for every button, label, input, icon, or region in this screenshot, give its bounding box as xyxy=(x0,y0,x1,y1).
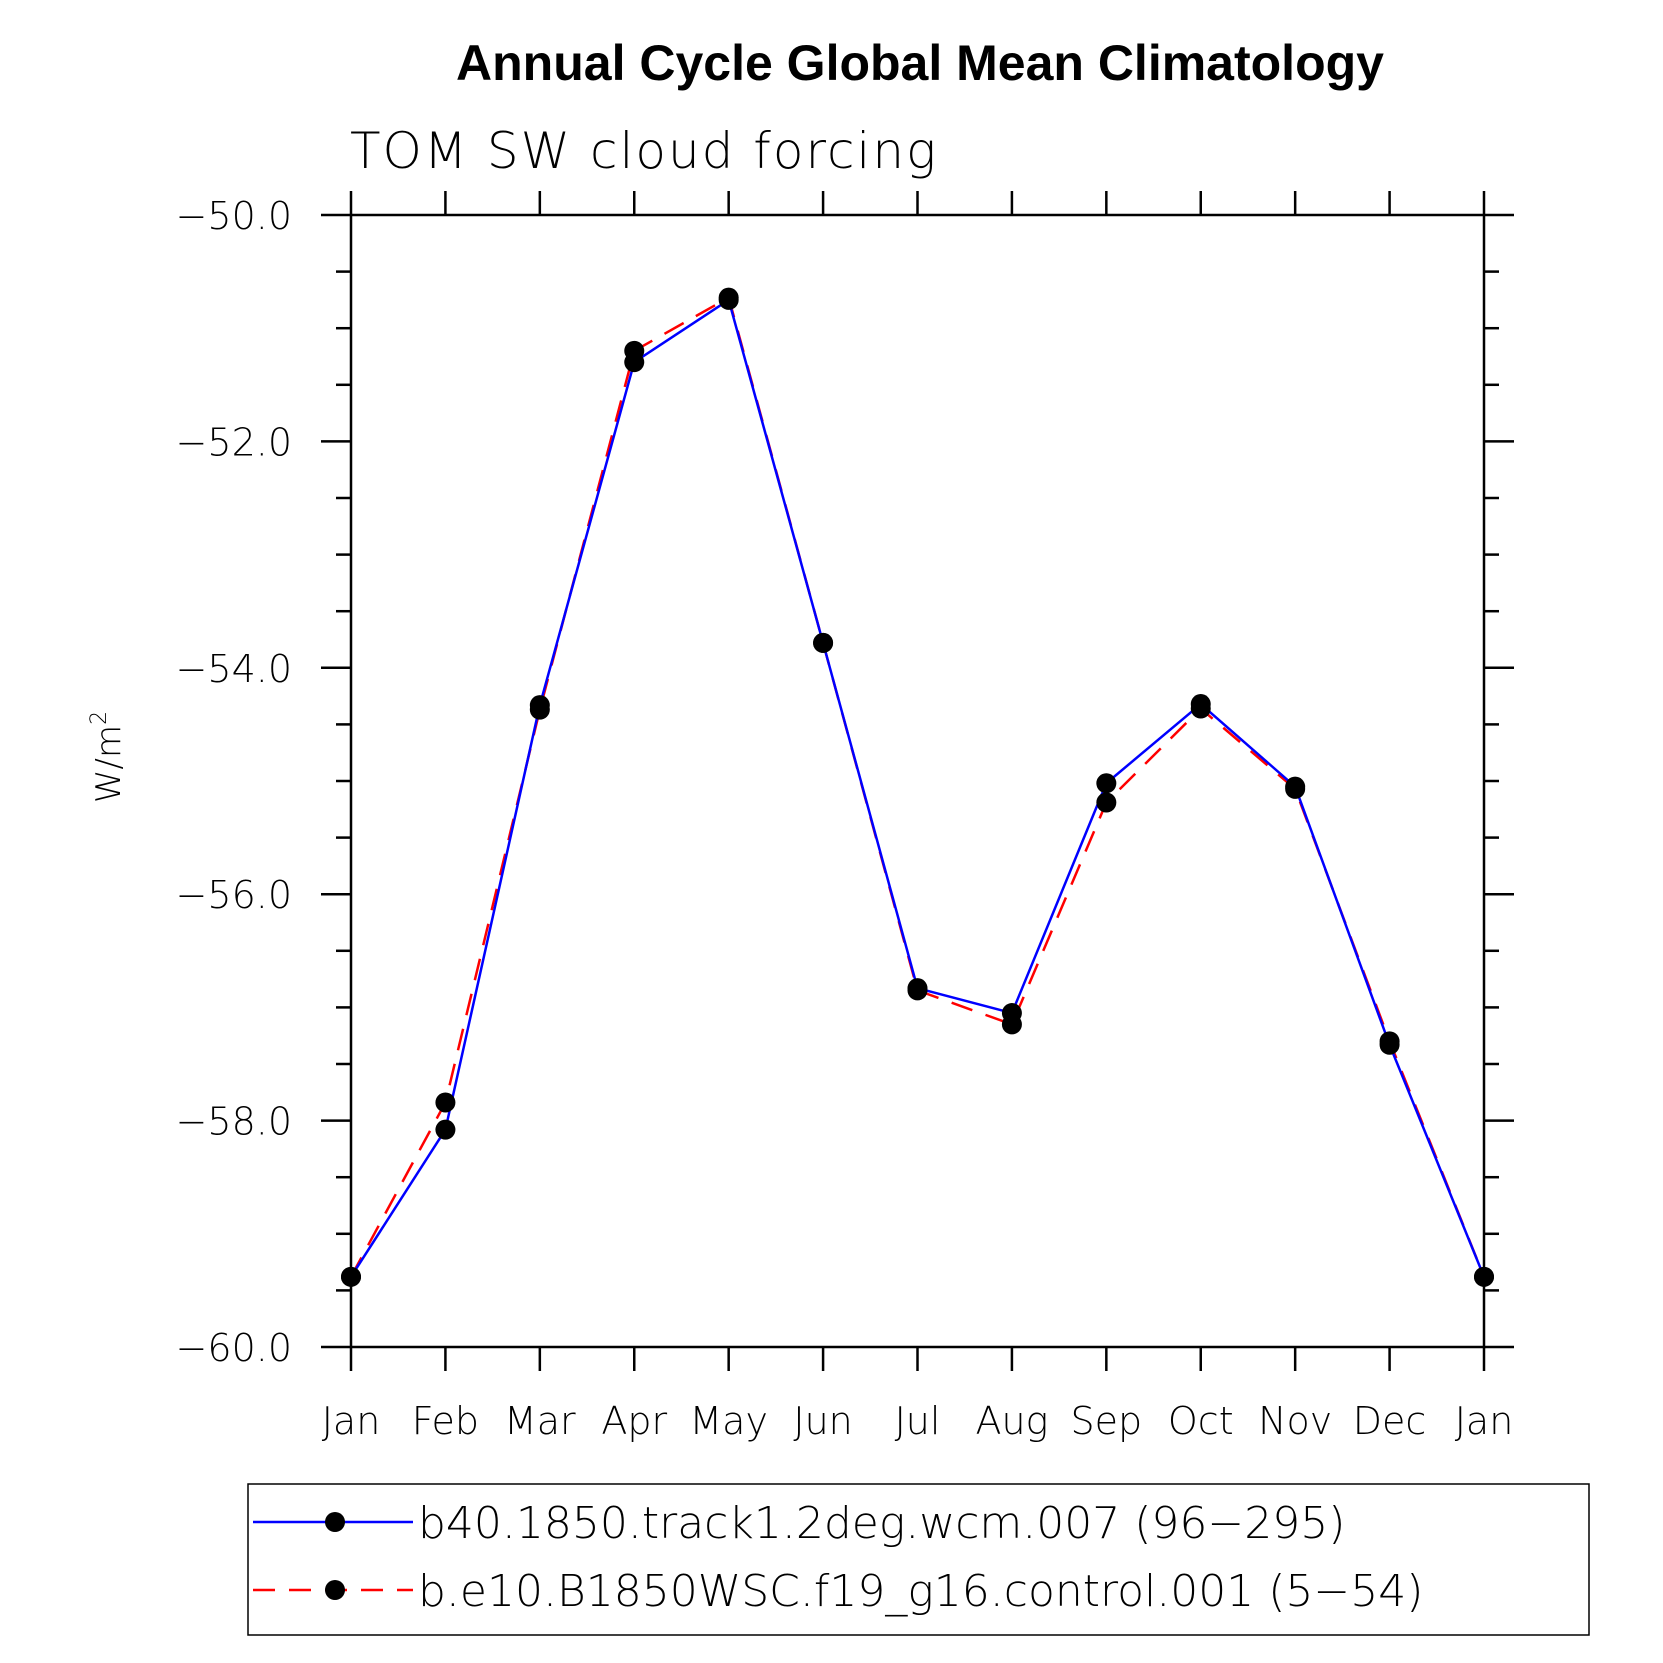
data-point-series-2 xyxy=(624,340,645,361)
y-tick-label: −52.0 xyxy=(176,420,292,464)
y-tick-label: −54.0 xyxy=(176,647,292,691)
data-markers xyxy=(341,287,1494,1287)
data-point-series-1 xyxy=(1096,773,1117,794)
y-axis-label-sup: 2 xyxy=(87,711,112,725)
data-point-series-2 xyxy=(341,1266,361,1287)
x-tick-label: Apr xyxy=(601,1399,667,1443)
y-tick-labels: −60.0 −58.0 −56.0 −54.0 −52.0 −50.0 xyxy=(176,194,292,1370)
y-axis-label: W/m2 xyxy=(87,711,129,803)
y-tick-label: −58.0 xyxy=(176,1100,292,1144)
data-point-series-2 xyxy=(1474,1266,1494,1287)
y-tick-label: −50.0 xyxy=(176,194,292,238)
x-tick-label: Nov xyxy=(1258,1399,1332,1443)
data-point-series-2 xyxy=(1379,1031,1400,1052)
x-tick-label: Jun xyxy=(793,1399,852,1443)
legend-box xyxy=(247,1483,1590,1636)
data-point-series-2 xyxy=(907,980,928,1001)
x-tick-labels: Jan Feb Mar Apr May Jun Jul Aug Sep Oct Nov Dec Jan xyxy=(322,1399,1514,1443)
y-axis-label-text: W/m xyxy=(89,725,129,803)
data-point-series-2 xyxy=(718,287,739,308)
data-point-series-2 xyxy=(1096,792,1117,813)
data-point-series-2 xyxy=(435,1092,456,1113)
legend-marker-series-1 xyxy=(325,1512,345,1532)
x-tick-label: Aug xyxy=(975,1399,1048,1443)
x-tick-label: Jan xyxy=(1455,1399,1514,1443)
data-point-series-2 xyxy=(1190,698,1211,719)
x-tick-label: Mar xyxy=(504,1399,576,1443)
legend: b40.1850.track1.2deg.wcm.007 (96−295) b.… xyxy=(247,1483,1590,1636)
x-tick-label: Sep xyxy=(1071,1399,1143,1443)
x-tick-label: Jul xyxy=(895,1399,941,1443)
data-point-series-2 xyxy=(1285,778,1306,799)
axis-ticks xyxy=(321,191,1514,1371)
plot-frame xyxy=(349,213,1486,1349)
legend-label-series-1: b40.1850.track1.2deg.wcm.007 (96−295) xyxy=(418,1498,1345,1549)
x-tick-label: Dec xyxy=(1353,1399,1427,1443)
series-line-1 xyxy=(349,298,1486,1278)
y-tick-label: −60.0 xyxy=(176,1326,292,1370)
legend-label-series-2: b.e10.B1850WSC.f19_g16.control.001 (5−54… xyxy=(418,1566,1423,1617)
x-tick-label: May xyxy=(689,1399,768,1443)
chart-title: Annual Cycle Global Mean Climatology xyxy=(456,35,1384,91)
series-lines xyxy=(349,296,1486,1278)
y-tick-label: −56.0 xyxy=(176,873,292,917)
x-tick-label: Oct xyxy=(1168,1399,1234,1443)
data-point-series-2 xyxy=(1001,1014,1022,1035)
x-tick-label: Jan xyxy=(322,1399,381,1443)
data-point-series-2 xyxy=(813,632,834,653)
legend-marker-series-2 xyxy=(325,1580,345,1600)
data-point-series-2 xyxy=(529,699,550,720)
x-tick-label: Feb xyxy=(412,1399,479,1443)
data-point-series-1 xyxy=(435,1119,456,1140)
svg-text:W/m2: W/m2 xyxy=(87,711,129,803)
chart-subtitle: TOM SW cloud forcing xyxy=(350,122,938,180)
